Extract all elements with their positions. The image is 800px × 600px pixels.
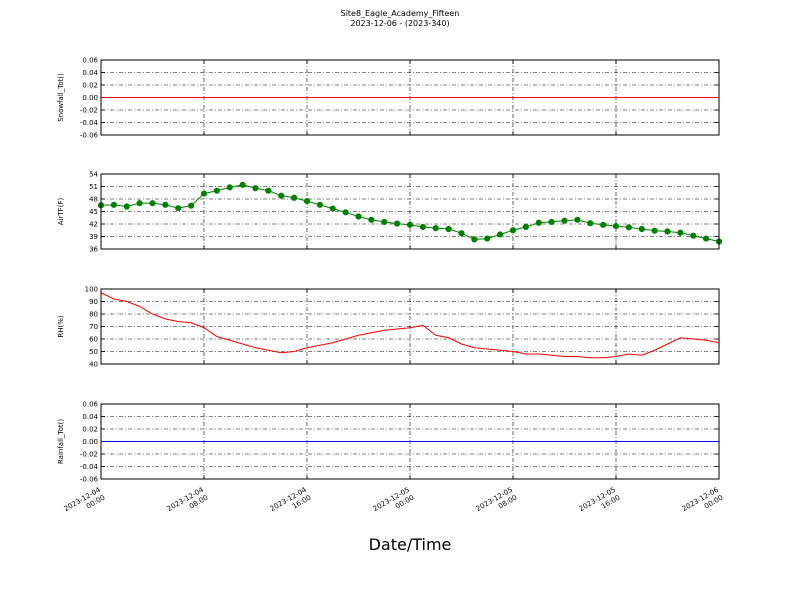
data-point xyxy=(651,227,658,234)
x-tick-label: 2023-12-0400:00 xyxy=(63,486,107,521)
data-point xyxy=(625,224,632,231)
x-axis-label: Date/Time xyxy=(369,535,452,554)
data-point xyxy=(355,213,362,220)
data-point xyxy=(162,201,169,208)
data-point xyxy=(200,190,208,197)
data-point xyxy=(690,232,697,239)
axes-frame xyxy=(100,173,720,250)
data-point xyxy=(574,216,581,223)
data-point xyxy=(509,227,517,234)
y-tick-label: 0.06 xyxy=(82,401,98,409)
panel: -0.06 -0.04 -0.02 0.00 0.02 0.04 0.06 Rainfall_… xyxy=(57,401,720,484)
data-point xyxy=(600,221,607,228)
y-tick-label: -0.04 xyxy=(80,463,99,471)
y-tick-label: -0.06 xyxy=(80,476,99,484)
axes-frame xyxy=(100,288,720,365)
data-point xyxy=(548,218,555,226)
data-point xyxy=(394,220,401,227)
x-tick-label: 2023-12-0600:00 xyxy=(681,486,725,521)
y-tick-label: 70 xyxy=(89,323,98,331)
y-axis-label: AirTF(F) xyxy=(57,198,65,226)
data-point xyxy=(497,231,504,238)
data-point xyxy=(342,209,349,216)
y-tick-label: 51 xyxy=(89,183,98,191)
y-tick-label: 39 xyxy=(89,233,98,241)
y-tick-label: -0.02 xyxy=(80,451,98,459)
y-tick-label: 0.02 xyxy=(82,426,98,434)
data-point xyxy=(406,221,414,228)
axes-frame xyxy=(100,403,720,480)
data-point xyxy=(149,200,156,207)
data-point xyxy=(703,235,710,242)
panel: 40 50 60 70 80 90 100 RH(%) xyxy=(57,286,720,369)
data-point xyxy=(265,187,272,194)
data-point xyxy=(252,185,259,192)
data-point xyxy=(535,219,542,226)
y-tick-label: -0.06 xyxy=(80,132,99,140)
data-point xyxy=(188,202,195,209)
data-point xyxy=(677,229,684,236)
y-tick-label: 48 xyxy=(89,196,98,204)
data-point xyxy=(368,216,375,223)
y-tick-label: 0.00 xyxy=(82,94,98,102)
panel: 36 39 42 45 48 51 54 AirTF(F) xyxy=(57,171,723,254)
data-point xyxy=(471,236,478,243)
x-tick-label: 2023-12-0516:00 xyxy=(578,486,622,521)
y-tick-label: 100 xyxy=(85,286,98,294)
data-point xyxy=(239,181,246,188)
data-point xyxy=(291,194,298,201)
y-tick-label: 36 xyxy=(89,246,98,254)
y-tick-label: 40 xyxy=(89,361,98,369)
x-tick-label: 2023-12-0500:00 xyxy=(372,486,416,521)
data-point xyxy=(110,201,117,208)
data-point xyxy=(419,223,426,231)
data-point xyxy=(329,205,336,212)
data-point xyxy=(316,201,323,208)
data-point xyxy=(458,230,465,237)
x-tick-label: 2023-12-0416:00 xyxy=(269,486,313,521)
panel: -0.06 -0.04 -0.02 0.00 0.02 0.04 0.06 Snowfall_… xyxy=(57,57,720,140)
y-tick-label: -0.02 xyxy=(80,107,98,115)
data-point xyxy=(638,225,645,233)
y-tick-label: 80 xyxy=(89,311,98,319)
data-point xyxy=(484,235,491,242)
y-tick-label: -0.04 xyxy=(80,119,99,127)
y-tick-label: 0.00 xyxy=(82,438,98,446)
data-point xyxy=(612,222,620,230)
y-tick-label: 0.06 xyxy=(82,57,98,65)
y-tick-label: 0.04 xyxy=(82,69,98,77)
x-tick-label: 2023-12-0508:00 xyxy=(475,486,519,521)
title: Site8_Eagle_Academy_Fifteen xyxy=(341,9,460,18)
data-point xyxy=(303,197,311,205)
y-tick-label: 50 xyxy=(89,348,98,356)
subtitle: 2023-12-06 - (2023-340) xyxy=(350,19,449,28)
data-point xyxy=(445,225,452,233)
y-tick-label: 42 xyxy=(89,221,98,229)
y-axis-label: Snowfall_Tot() xyxy=(57,73,65,122)
data-point xyxy=(123,203,130,210)
data-point xyxy=(432,225,439,232)
data-point xyxy=(226,184,233,191)
y-tick-label: 54 xyxy=(89,171,98,179)
y-tick-label: 0.04 xyxy=(82,413,98,421)
data-point xyxy=(136,200,143,207)
data-point xyxy=(561,217,568,224)
x-tick-label: 2023-12-0408:00 xyxy=(166,486,210,521)
data-point xyxy=(213,187,220,194)
y-tick-label: 90 xyxy=(89,298,98,306)
y-tick-label: 60 xyxy=(89,336,98,344)
axes-frame xyxy=(100,59,720,136)
data-point xyxy=(278,192,285,199)
data-point xyxy=(664,228,671,235)
data-point xyxy=(587,220,594,227)
y-tick-label: 45 xyxy=(89,208,98,216)
y-axis-label: RH(%) xyxy=(57,315,65,338)
data-point xyxy=(175,205,182,212)
data-point xyxy=(381,218,388,226)
data-line xyxy=(100,292,720,359)
y-axis-label: Rainfall_Tot() xyxy=(57,419,65,464)
y-tick-label: 0.02 xyxy=(82,82,98,90)
data-point xyxy=(522,223,529,231)
